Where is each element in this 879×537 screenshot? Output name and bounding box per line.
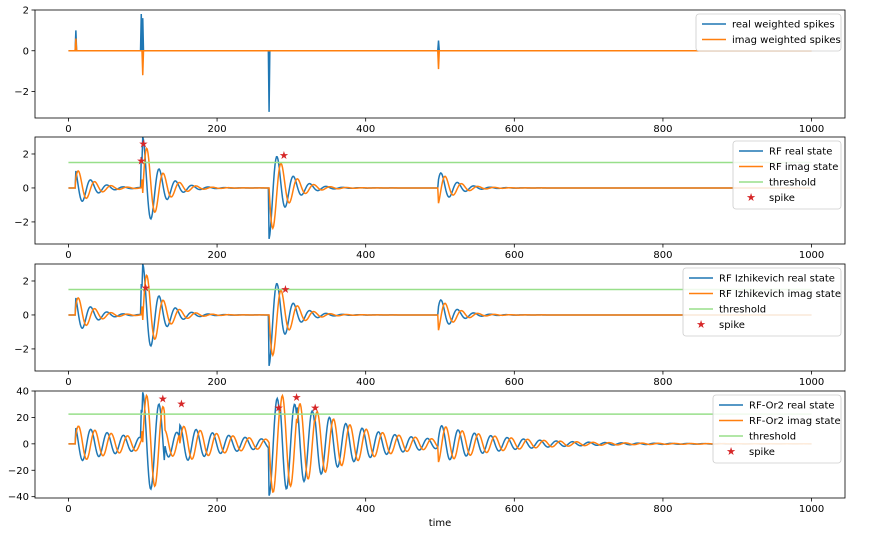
x-tick-label: 800: [653, 377, 672, 388]
x-tick-label: 800: [653, 504, 672, 515]
series-line-2: [68, 146, 812, 231]
x-tick-label: 1000: [799, 250, 824, 261]
plot-area: ★ ★ ★ ★ ★: [68, 391, 812, 496]
legend-label: RF-Or2 imag state: [749, 416, 841, 427]
legend-label: spike: [719, 320, 745, 331]
legend-box: [682, 267, 842, 337]
y-tick-label: 2: [23, 149, 29, 160]
x-tick-label: 0: [65, 504, 71, 515]
x-tick-label: 400: [356, 377, 375, 388]
spike-marker: ★: [141, 281, 151, 294]
spike-marker: ★: [310, 402, 320, 415]
spike-marker: ★: [139, 137, 149, 150]
y-tick-label: 0: [23, 310, 29, 321]
y-tick-label: 0: [23, 46, 29, 57]
spike-marker: ★: [136, 154, 146, 167]
spike-marker: ★: [176, 398, 186, 411]
x-tick-label: 800: [653, 124, 672, 135]
x-tick-label: 400: [356, 124, 375, 135]
legend: RF Izhikevich real state RF Izhikevich im…: [682, 267, 842, 337]
legend-label: RF Izhikevich real state: [719, 274, 835, 285]
legend-label: spike: [749, 447, 775, 458]
axes-frame: [34, 390, 846, 499]
x-axis-label: time: [429, 518, 452, 529]
legend: RF-Or2 real state RF-Or2 imag state thresh…: [712, 394, 842, 464]
legend-label: spike: [769, 193, 795, 204]
legend-box: [695, 13, 842, 52]
x-tick-label: 1000: [799, 504, 824, 515]
x-tick-label: 1000: [799, 377, 824, 388]
legend-box: [712, 394, 842, 464]
x-tick-label: 0: [65, 250, 71, 261]
legend-label: RF-Or2 real state: [749, 401, 835, 412]
subplot-2: ★★★0 200 400 600 800 1000−202 RF real stateRF …: [14, 136, 846, 261]
axes-frame: [34, 263, 846, 372]
y-tick-label: 20: [16, 413, 29, 424]
x-tick-label: 0: [65, 124, 71, 135]
legend-label: threshold: [719, 305, 766, 316]
plot-area: ★ ★ ★: [68, 137, 812, 240]
subplot-4: ★ ★ ★ ★ ★ 0 200 400 600 800 1000 −40 −20 0 20 40 time RF-…: [8, 387, 846, 529]
x-tick-label: 800: [653, 250, 672, 261]
x-tick-label: 0: [65, 377, 71, 388]
legend-label: threshold: [749, 432, 796, 443]
y-tick-label: −2: [14, 217, 29, 228]
y-tick-label: −2: [14, 87, 29, 98]
x-tick-label: 400: [356, 250, 375, 261]
y-tick-label: 2: [23, 276, 29, 287]
subplot-1: 0 200 400 600 800 1000 −2 0 2 real weighted spike…: [14, 6, 846, 135]
legend: RF real state RF imag state threshold ★ spik…: [732, 140, 842, 210]
x-tick-label: 200: [208, 124, 227, 135]
series-line-2: [68, 393, 812, 494]
spike-marker: ★: [280, 283, 290, 296]
x-tick-label: 200: [208, 250, 227, 261]
x-tick-label: 600: [505, 124, 524, 135]
y-tick-label: 0: [23, 439, 29, 450]
y-tick-label: 40: [16, 387, 29, 398]
x-tick-label: 600: [505, 250, 524, 261]
spike-marker: ★: [158, 392, 168, 405]
legend-label: real weighted spikes: [732, 20, 835, 31]
legend-label: RF imag state: [769, 162, 838, 173]
spike-marker: ★: [279, 149, 289, 162]
x-tick-label: 400: [356, 504, 375, 515]
legend-marker: ★: [696, 318, 706, 331]
x-tick-label: 200: [208, 377, 227, 388]
plot-area: [68, 14, 812, 112]
axes-frame: [34, 9, 846, 119]
y-tick-label: −40: [8, 492, 29, 503]
legend-label: RF real state: [769, 147, 832, 158]
series-line-2: [68, 38, 812, 76]
x-tick-label: 200: [208, 504, 227, 515]
legend-label: threshold: [769, 178, 816, 189]
legend-label: imag weighted spikes: [732, 35, 841, 46]
subplot-3: ★ ★ 0 200 400 600 800 1000 −2 0 2 RF Izhikevich rea…: [14, 263, 846, 388]
x-tick-label: 600: [505, 377, 524, 388]
y-tick-label: 0: [23, 183, 29, 194]
y-tick-label: −20: [8, 466, 29, 477]
spike-marker: ★: [274, 402, 284, 415]
x-tick-label: 1000: [799, 124, 824, 135]
legend-marker: ★: [746, 191, 756, 204]
x-tick-label: 600: [505, 504, 524, 515]
y-tick-label: −2: [14, 344, 29, 355]
legend-marker: ★: [726, 445, 736, 458]
legend-box: [732, 140, 842, 210]
axes-frame: [34, 136, 846, 245]
legend-label: RF Izhikevich imag state: [719, 289, 841, 300]
legend: real weighted spikes imag weighted spikes: [695, 13, 842, 52]
y-tick-label: 2: [23, 6, 29, 17]
spike-marker: ★: [292, 391, 302, 404]
